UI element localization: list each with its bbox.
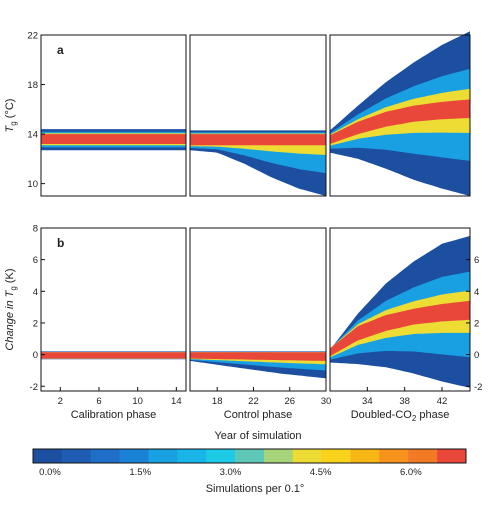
panel-a: 10 14 18 22 a Tg (°C) <box>4 31 471 197</box>
y-tick-label: 4 <box>33 287 38 298</box>
x-axis-label: Year of simulation <box>214 430 301 442</box>
colorbar-swatch <box>90 449 120 463</box>
phase-label-control: Control phase <box>224 409 293 421</box>
y-tick-label: -2 <box>30 382 38 393</box>
x-tick-label: 18 <box>212 396 223 407</box>
phase-label-part: phase <box>416 409 449 421</box>
subplot-frame <box>329 227 471 392</box>
colorbar-swatch <box>408 449 438 463</box>
right-y-tick-label: 2 <box>474 318 479 329</box>
y-tick-label: 8 <box>33 224 38 235</box>
colorbar-swatch <box>263 449 294 463</box>
core-density-band <box>330 300 470 357</box>
y-axis-label-main: Change in T <box>4 289 16 350</box>
panel-b: -2 0 2 4 6 8 -2 0 2 4 6 b Change in Tg (K) <box>4 224 482 393</box>
colorbar-swatch <box>350 449 380 463</box>
colorbar-swatch <box>292 449 322 463</box>
colorbar-tick-label: 4.5% <box>310 467 332 478</box>
right-y-tick-label: 0 <box>474 350 479 361</box>
y-axis-label-main: T <box>4 124 16 132</box>
x-tick-label: 42 <box>437 396 448 407</box>
x-tick-label: 30 <box>321 396 332 407</box>
right-y-tick-label: 6 <box>474 255 479 266</box>
colorbar-swatch <box>437 449 467 463</box>
phase-label-calibration: Calibration phase <box>71 409 157 421</box>
colorbar: 0.0% 1.5% 3.0% 4.5% 6.0% Simulations per 0.1° <box>32 448 467 495</box>
colorbar-swatch <box>119 449 149 463</box>
colorbar-swatch <box>148 449 178 463</box>
y-axis-label-subscript: g <box>9 121 18 125</box>
colorbar-swatch <box>33 449 63 463</box>
y-tick-label: 18 <box>27 80 38 91</box>
colorbar-swatch <box>235 449 265 463</box>
colorbar-swatch <box>379 449 409 463</box>
subplot-frame <box>189 227 327 392</box>
panel-label: b <box>57 236 64 250</box>
phase-label-part: Doubled-CO <box>351 409 413 421</box>
y-axis-label: Tg (°C) <box>4 99 18 133</box>
colorbar-tick-label: 6.0% <box>400 467 422 478</box>
core-density-band <box>41 134 186 144</box>
colorbar-swatch <box>61 449 92 463</box>
right-y-tick-label: -2 <box>474 382 482 393</box>
phase-label-subscript: 2 <box>412 414 417 423</box>
subplot-frame <box>40 227 187 392</box>
y-axis-label-subscript: g <box>9 286 18 290</box>
y-axis-label-unit: (K) <box>4 268 16 286</box>
colorbar-frame <box>32 448 467 464</box>
phase-label-doubled-co2: Doubled-CO2 phase <box>351 409 450 423</box>
x-tick-label: 38 <box>399 396 410 407</box>
y-tick-label: 10 <box>27 179 38 190</box>
y-tick-label: 0 <box>33 350 38 361</box>
x-tick-label: 10 <box>132 396 143 407</box>
core-density-band <box>190 134 326 146</box>
colorbar-tick-label: 0.0% <box>39 467 61 478</box>
colorbar-swatch <box>177 449 207 463</box>
y-tick-label: 2 <box>33 318 38 329</box>
colorbar-swatch <box>206 449 236 463</box>
y-tick-label: 22 <box>27 31 38 42</box>
panel-label: a <box>57 43 64 57</box>
y-axis-label-unit: (°C) <box>4 99 16 122</box>
colorbar-label: Simulations per 0.1° <box>206 483 305 495</box>
subplot-frame <box>40 34 187 197</box>
colorbar-tick-label: 3.0% <box>220 467 242 478</box>
right-y-tick-label: 4 <box>474 287 479 298</box>
x-tick-label: 6 <box>96 396 101 407</box>
x-tick-label: 2 <box>58 396 63 407</box>
x-tick-label: 34 <box>362 396 373 407</box>
core-density-band <box>41 352 186 359</box>
x-tick-label: 14 <box>171 396 182 407</box>
y-tick-label: 14 <box>27 130 38 141</box>
x-tick-label: 22 <box>248 396 259 407</box>
core-density-band <box>190 352 326 361</box>
x-tick-label: 26 <box>284 396 295 407</box>
subplot-frame <box>189 34 327 197</box>
y-tick-label: 6 <box>33 255 38 266</box>
colorbar-tick-label: 1.5% <box>129 467 151 478</box>
colorbar-swatch <box>321 449 351 463</box>
subplot-frame <box>329 34 471 197</box>
core-density-band <box>330 99 470 144</box>
y-axis-label: Change in Tg (K) <box>4 268 18 350</box>
